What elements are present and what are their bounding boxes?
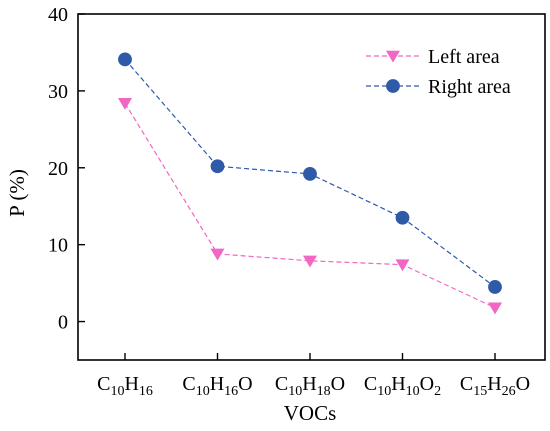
data-point — [210, 248, 225, 261]
series-line — [124, 102, 496, 309]
data-point — [303, 255, 317, 268]
legend-label: Right area — [428, 76, 511, 98]
data-point — [210, 159, 225, 174]
x-tick-label: C15H26O — [460, 373, 530, 399]
data-point — [118, 52, 132, 67]
legend-marker — [386, 79, 400, 93]
legend-item: Right area — [366, 76, 511, 98]
data-point — [395, 210, 410, 225]
legend-item: Left area — [366, 46, 500, 68]
y-tick-label: 20 — [48, 158, 68, 180]
data-point — [303, 167, 317, 181]
series-right-area — [118, 52, 502, 294]
y-tick-label: 0 — [58, 312, 68, 334]
legend: Left area Right area — [366, 46, 511, 98]
x-tick-label: C10H16O — [182, 373, 252, 399]
y-tick-label: 10 — [48, 235, 68, 257]
axes: 0 10 20 30 40 C10H16 C10H16O C10H18O C10H10O2 C15… — [48, 4, 546, 399]
plot-frame — [77, 13, 546, 361]
y-axis-title: P (%) — [5, 169, 29, 217]
x-tick-label: C10H18O — [275, 373, 345, 399]
series-left-area — [118, 97, 502, 315]
series-layer — [118, 52, 502, 315]
y-tick-label: 30 — [48, 81, 68, 103]
legend-marker — [386, 50, 400, 63]
x-tick-label: C10H16 — [97, 373, 153, 399]
data-point — [488, 302, 502, 315]
x-tick-label: C10H10O2 — [364, 373, 441, 399]
data-point — [118, 97, 132, 110]
data-point — [488, 280, 502, 294]
y-tick-label: 40 — [48, 4, 68, 26]
data-point — [395, 259, 410, 272]
legend-label: Left area — [428, 46, 500, 68]
x-axis-title: VOCs — [284, 401, 337, 425]
